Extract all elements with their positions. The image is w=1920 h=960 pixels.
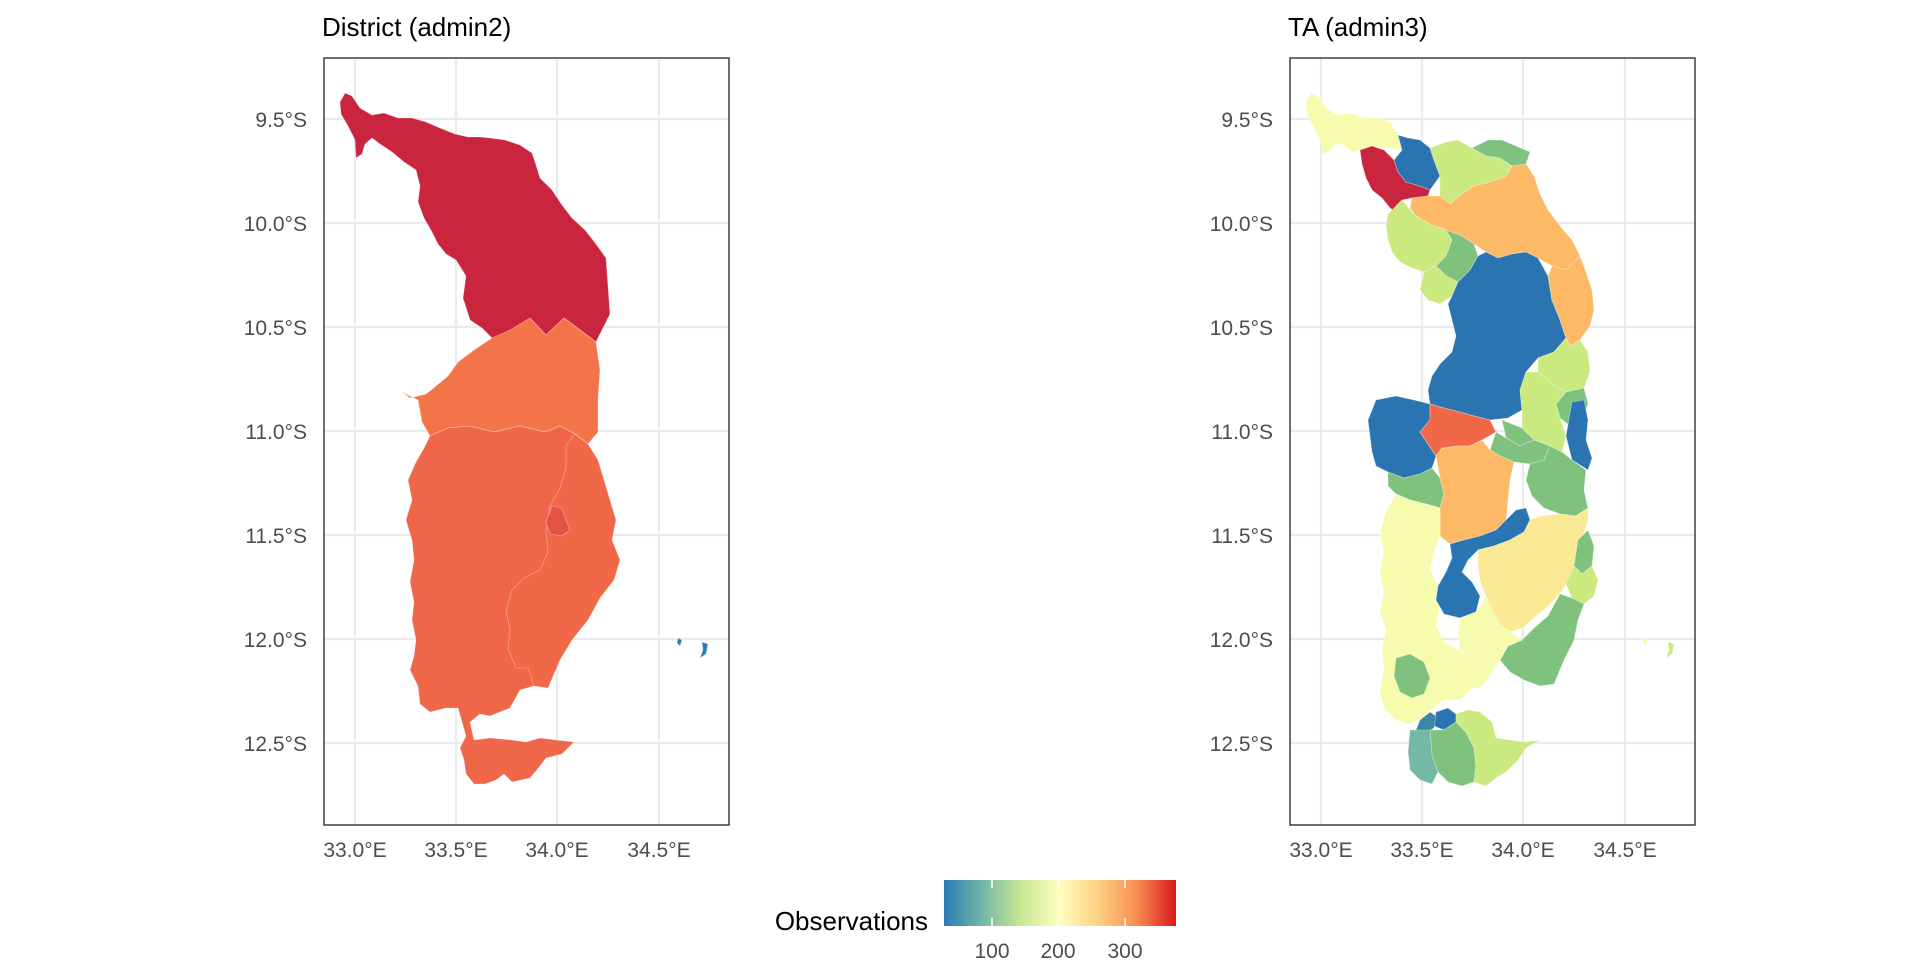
ta-region [1455,709,1541,787]
panel-ta: TA (admin3) [1210,12,1696,862]
x-tick-label: 34.0°E [525,839,588,862]
y-tick-label: 12.0°S [1210,629,1273,652]
legend-ticks [991,880,1126,926]
x-tick-label: 33.0°E [323,839,386,862]
ta-region [1565,565,1599,605]
y-tick-label: 10.5°S [244,317,307,340]
panel-frame-district [323,57,730,826]
ta-region [1457,595,1523,689]
district-region-central [401,317,601,445]
panel-frame-ta [1289,57,1696,826]
ta-region [1547,255,1595,347]
ta-region [1477,507,1589,633]
y-tick-label: 10.0°S [1210,213,1273,236]
x-axis-district: 33.0°E 33.5°E 34.0°E 34.5°E [323,839,690,862]
ta-region [1393,134,1441,191]
y-tick-label: 12.5°S [1210,733,1273,756]
ta-region [1499,593,1585,687]
ta-region [1407,729,1439,785]
y-tick-label: 12.5°S [244,733,307,756]
legend-tick-label: 100 [974,940,1009,960]
ta-region [1565,399,1593,471]
ta-map [1305,92,1675,787]
panel-district: District (admin2) [244,12,730,862]
y-tick-label: 11.5°S [1211,525,1273,548]
legend-title: Observations [775,906,928,936]
legend: Observations 100 200 300 [775,880,1176,960]
x-axis-ta: 33.0°E 33.5°E 34.0°E 34.5°E [1289,839,1656,862]
x-tick-label: 34.5°E [1593,839,1656,862]
district-region-north [339,92,611,343]
panel-title-district: District (admin2) [322,12,511,42]
district-region-island-b [699,641,709,659]
x-tick-label: 33.5°E [1390,839,1453,862]
x-tick-label: 33.0°E [1289,839,1352,862]
district-region-east [505,433,621,689]
panel-title-ta: TA (admin3) [1288,12,1428,42]
ta-region-island-a [1642,637,1649,647]
y-tick-label: 12.0°S [244,629,307,652]
ta-region [1525,445,1589,517]
x-tick-label: 34.0°E [1491,839,1554,862]
district-region-city [545,505,571,537]
legend-colorbar [944,880,1176,926]
y-tick-label: 9.5°S [1221,109,1273,132]
y-tick-label: 10.5°S [1210,317,1273,340]
y-axis-ta: 9.5°S 10.0°S 10.5°S 11.0°S 11.5°S 12.0°S… [1210,109,1273,756]
ta-region [1471,139,1531,167]
ta-region [1409,163,1581,271]
y-tick-label: 9.5°S [255,109,307,132]
y-tick-label: 11.0°S [1211,421,1273,444]
legend-tick-label: 200 [1040,940,1075,960]
ta-region [1393,653,1431,699]
district-region-island-a [676,637,683,647]
district-map [339,92,709,785]
ta-region-island-b [1665,641,1675,659]
x-tick-label: 34.5°E [627,839,690,862]
ta-region [1435,507,1531,619]
legend-tick-label: 300 [1107,940,1142,960]
y-tick-label: 10.0°S [244,213,307,236]
y-axis-district: 9.5°S 10.0°S 10.5°S 11.0°S 11.5°S 12.0°S… [244,109,307,756]
y-tick-label: 11.5°S [245,525,307,548]
x-tick-label: 33.5°E [424,839,487,862]
y-tick-label: 11.0°S [245,421,307,444]
